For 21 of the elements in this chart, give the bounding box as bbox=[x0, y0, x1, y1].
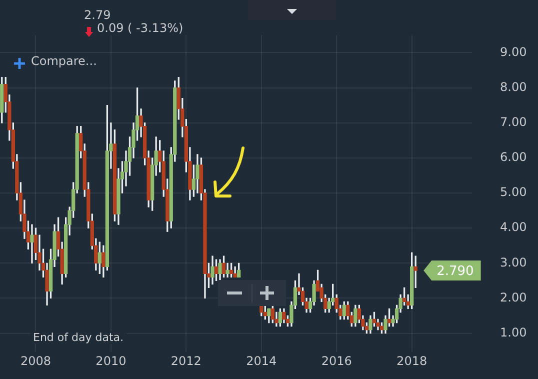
y-tick-label: 6.00 bbox=[500, 150, 527, 164]
chart-subtitle: 0.09 ( -3.13%) bbox=[97, 21, 184, 35]
y-tick-label: 5.00 bbox=[500, 185, 527, 200]
y-tick-label: 2.00 bbox=[500, 290, 527, 304]
annotation: 2.790 bbox=[436, 264, 474, 279]
x-tick-label: 2008 bbox=[20, 354, 52, 368]
y-tick-label: 1.00 bbox=[500, 325, 527, 340]
annotation: Compare... bbox=[31, 54, 97, 68]
annotation: End of day data. bbox=[30, 331, 127, 344]
x-tick-label: 2012 bbox=[170, 354, 202, 368]
y-tick-label: 7.00 bbox=[500, 114, 527, 129]
x-tick-label: 2010 bbox=[96, 354, 126, 368]
y-tick-label: 4.00 bbox=[500, 220, 527, 234]
y-tick-label: 8.00 bbox=[500, 80, 527, 94]
candlestick bbox=[30, 224, 34, 264]
chart-title: 2.79 bbox=[84, 8, 111, 22]
x-tick-label: 2014 bbox=[246, 354, 277, 368]
y-tick-label: 9.00 bbox=[500, 44, 527, 59]
x-tick-label: 2018 bbox=[396, 354, 428, 368]
x-tick-label: 2016 bbox=[321, 354, 352, 368]
y-tick-label: 3.00 bbox=[500, 255, 527, 270]
